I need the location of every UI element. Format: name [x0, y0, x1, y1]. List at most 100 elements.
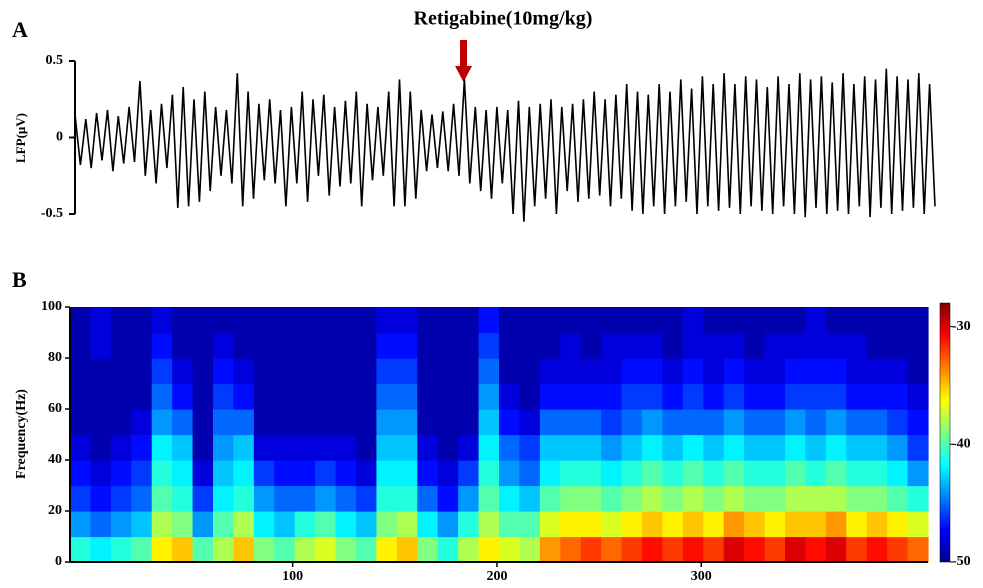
heatmap-cell: [866, 409, 888, 436]
heatmap-cell: [662, 383, 684, 410]
heatmap-cell: [907, 511, 929, 538]
heatmap-cell: [335, 460, 357, 487]
heatmap-cell: [539, 536, 561, 563]
heatmap-cell: [315, 358, 337, 385]
heatmap-cell: [560, 409, 582, 436]
heatmap-cell: [621, 332, 643, 359]
heatmap-cell: [213, 511, 235, 538]
heatmap-cell: [315, 485, 337, 512]
heatmap-cell: [539, 485, 561, 512]
heatmap-cell: [682, 307, 704, 334]
heatmap-cell: [785, 307, 807, 334]
heatmap-cell: [662, 358, 684, 385]
heatmap-cell: [703, 434, 725, 461]
heatmap-cell: [478, 383, 500, 410]
heatmap-cell: [110, 460, 132, 487]
heatmap-cell: [866, 434, 888, 461]
heatmap-cell: [805, 332, 827, 359]
heatmap-cell: [213, 358, 235, 385]
heatmap-cell: [131, 307, 153, 334]
heatmap-cell: [723, 409, 745, 436]
heatmap-cell: [396, 511, 418, 538]
heatmap-cell: [274, 332, 296, 359]
heatmap-cell: [131, 485, 153, 512]
heatmap-cell: [274, 485, 296, 512]
heatmap-cell: [601, 511, 623, 538]
heatmap-cell: [192, 485, 214, 512]
heatmap-cell: [805, 409, 827, 436]
heatmap-cell: [70, 460, 92, 487]
heatmap-cell: [110, 332, 132, 359]
heatmap-cell: [335, 383, 357, 410]
heatmap-cell: [682, 383, 704, 410]
heatmap-cell: [519, 460, 541, 487]
heatmap-cell: [764, 511, 786, 538]
heatmap-cell: [764, 332, 786, 359]
heatmap-cell: [110, 536, 132, 563]
heatmap-cell: [805, 358, 827, 385]
heatmap-cell: [887, 358, 909, 385]
heatmap-cell: [703, 383, 725, 410]
heatmap-cell: [192, 332, 214, 359]
heatmap-cell: [417, 358, 439, 385]
heatmap-cell: [682, 332, 704, 359]
heatmap-cell: [253, 383, 275, 410]
heatmap-cell: [580, 409, 602, 436]
heatmap-cell: [376, 434, 398, 461]
heatmap-cell: [192, 434, 214, 461]
heatmap-cell: [560, 485, 582, 512]
heatmap-cell: [703, 460, 725, 487]
heatmap-cell: [723, 434, 745, 461]
heatmap-cell: [539, 460, 561, 487]
heatmap-cell: [744, 460, 766, 487]
heatmap-cell: [315, 434, 337, 461]
heatmap-cell: [846, 460, 868, 487]
heatmap-cell: [437, 358, 459, 385]
heatmap-cell: [356, 332, 378, 359]
heatmap-cell: [458, 511, 480, 538]
heatmap-cell: [90, 536, 112, 563]
heatmap-cell: [335, 307, 357, 334]
heatmap-cell: [703, 536, 725, 563]
heatmap-cell: [723, 485, 745, 512]
heatmap-cell: [192, 383, 214, 410]
heatmap-cell: [825, 383, 847, 410]
heatmap-cell: [703, 511, 725, 538]
heatmap-cell: [192, 358, 214, 385]
heatmap-cell: [499, 307, 521, 334]
heatmap-cell: [621, 434, 643, 461]
heatmap-cell: [396, 383, 418, 410]
heatmap-cell: [499, 358, 521, 385]
heatmap-cell: [785, 485, 807, 512]
heatmap-cell: [580, 307, 602, 334]
heatmap-cell: [805, 485, 827, 512]
heatmap-cell: [458, 409, 480, 436]
heatmap-cell: [356, 307, 378, 334]
heatmap-cell: [335, 409, 357, 436]
heatmap-cell: [335, 511, 357, 538]
heatmap-cell: [253, 536, 275, 563]
y-tick-label: 0: [56, 130, 63, 145]
heatmap-cell: [580, 536, 602, 563]
heatmap-cell: [437, 307, 459, 334]
heatmap-cell: [458, 434, 480, 461]
heatmap-cell: [437, 460, 459, 487]
heatmap-cell: [539, 307, 561, 334]
heatmap-cell: [805, 383, 827, 410]
heatmap-cell: [437, 409, 459, 436]
heatmap-cell: [90, 511, 112, 538]
heatmap-cell: [846, 307, 868, 334]
heatmap-cell: [621, 536, 643, 563]
heatmap-cell: [396, 409, 418, 436]
heatmap-cell: [744, 383, 766, 410]
y-tick-label: 40: [48, 452, 62, 467]
heatmap-cell: [274, 460, 296, 487]
heatmap-cell: [621, 307, 643, 334]
heatmap-cell: [70, 434, 92, 461]
heatmap-cell: [315, 307, 337, 334]
heatmap-cell: [478, 536, 500, 563]
heatmap-cell: [580, 383, 602, 410]
heatmap-cell: [887, 332, 909, 359]
heatmap-cell: [253, 332, 275, 359]
